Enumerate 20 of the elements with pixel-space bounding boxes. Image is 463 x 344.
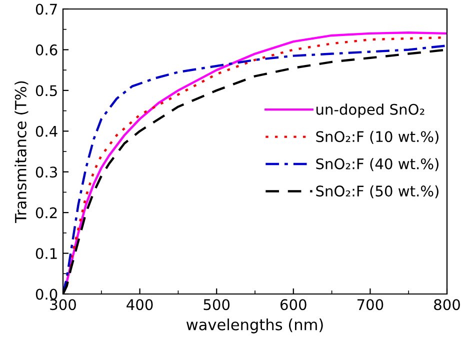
y-tick-label: 0.5: [36, 85, 57, 96]
y-tick-label: 0.6: [36, 44, 58, 56]
x-tick-label: 300: [50, 299, 76, 310]
legend-label: un-doped SnO₂: [316, 104, 424, 118]
x-tick-label: 400: [126, 299, 153, 310]
y-tick-label: 0.4: [36, 126, 58, 137]
x-axis-title: wavelengths (nm): [186, 318, 323, 334]
legend-label: SnO₂:F (50 wt.%): [316, 185, 438, 198]
y-tick-label: 0.3: [36, 166, 57, 178]
x-tick-label: 700: [357, 299, 384, 310]
y-axis-title: Transmitance (T%): [14, 81, 28, 224]
legend-label: SnO₂:F (10 wt.%): [316, 130, 438, 144]
x-tick-label: 600: [280, 299, 306, 310]
y-tick-label: 0.7: [36, 4, 57, 15]
x-tick-label: 800: [434, 299, 460, 310]
y-tick-label: 0.1: [36, 248, 57, 260]
y-tick-label: 0.0: [36, 288, 58, 300]
legend-label: SnO₂:F (40 wt.%): [316, 158, 438, 172]
y-tick-label: 0.2: [36, 207, 57, 218]
x-tick-label: 500: [204, 299, 230, 310]
